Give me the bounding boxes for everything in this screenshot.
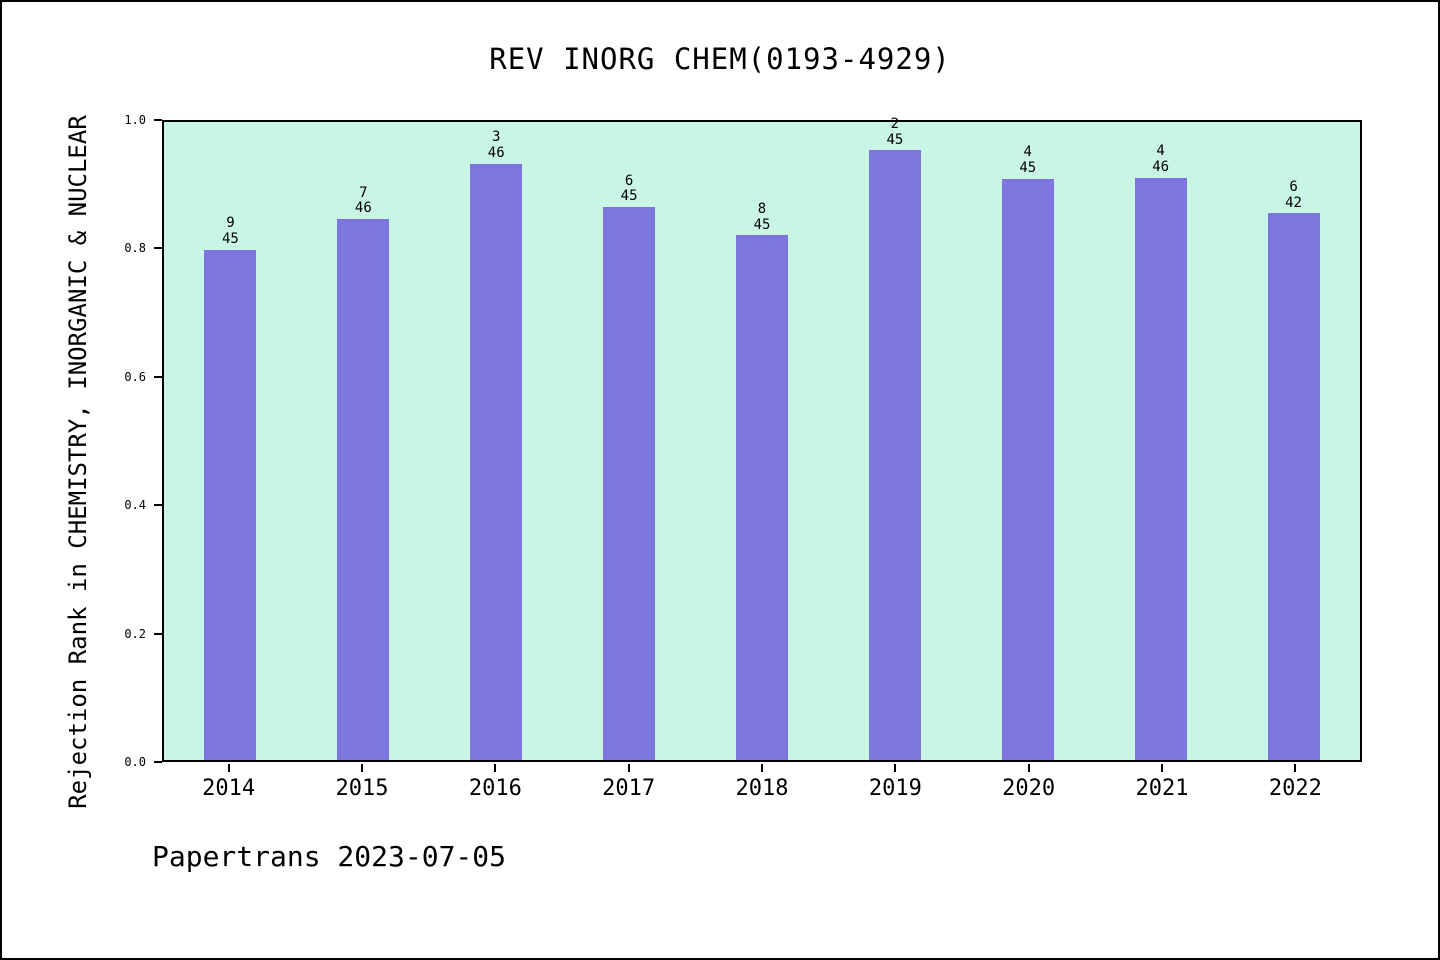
x-axis: 2014 2015 2016 2017 2018 2019 2020 2021 2022 [162,764,1362,824]
y-tick-label-0.6: 0.6 [124,369,146,384]
y-tick-0.2 [154,632,162,635]
bar-annotation-2017: 6 45 [620,172,638,205]
bar-annotation-2018: 8 45 [753,201,771,233]
bar-2022 [1267,213,1320,760]
x-tick-label-2015: 2015 [335,776,389,801]
plot-area: 9 45 7 46 3 46 6 45 8 45 2 45 4 45 4 46 6 42 [162,115,1362,762]
x-tick-label-2021: 2021 [1135,776,1189,801]
x-tick-2019 [894,764,897,772]
x-tick-label-2016: 2016 [468,776,522,801]
y-tick-0.6 [154,375,162,378]
y-tick-label-1.0: 1.0 [124,113,146,127]
x-tick-label-2014: 2014 [202,776,256,801]
bar-annotation-2019: 2 45 [886,115,904,148]
bar-2020 [1001,178,1054,760]
bar-2018 [736,235,788,760]
bar-annotation-2014: 9 45 [222,215,239,247]
y-tick-1.0 [154,119,162,121]
x-tick-2018 [761,764,763,772]
bar-annotation-2016: 3 46 [487,129,505,161]
bar-2014 [204,249,257,760]
y-tick-label-0.8: 0.8 [124,241,146,256]
bar-2016 [470,163,523,760]
bar-2021 [1134,177,1187,760]
x-tick-2020 [1027,764,1030,772]
x-tick-2022 [1294,764,1297,772]
x-tick-label-2019: 2019 [868,776,922,801]
y-tick-0.4 [154,504,162,507]
y-tick-0.8 [154,247,162,250]
bar-annotation-2021: 4 46 [1152,143,1170,175]
bar-annotation-2020: 4 45 [1019,144,1037,177]
chart-title: REV INORG CHEM(0193-4929) [489,42,951,76]
x-tick-2017 [627,764,630,772]
bar-annotation-2022: 6 42 [1285,178,1302,211]
x-tick-2015 [361,764,363,772]
bar-2019 [868,150,921,760]
y-tick-label-0.0: 0.0 [124,755,146,769]
y-tick-0.0 [154,761,162,763]
x-tick-label-2022: 2022 [1268,776,1322,801]
y-tick-label-0.2: 0.2 [124,626,146,641]
x-tick-label-2017: 2017 [602,776,656,801]
x-tick-2014 [227,764,230,772]
y-tick-label-0.4: 0.4 [124,498,146,513]
footer-text: Papertrans 2023-07-05 [152,840,507,873]
y-axis: 0.0 0.2 0.4 0.6 0.8 1.0 [2,114,162,768]
x-tick-2016 [494,764,497,772]
bar-annotation-2015: 7 46 [354,184,372,217]
bar-2017 [603,207,656,760]
x-tick-2021 [1161,764,1163,772]
bar-2015 [337,219,390,760]
x-tick-label-2018: 2018 [735,776,789,801]
x-tick-label-2020: 2020 [1002,776,1056,801]
